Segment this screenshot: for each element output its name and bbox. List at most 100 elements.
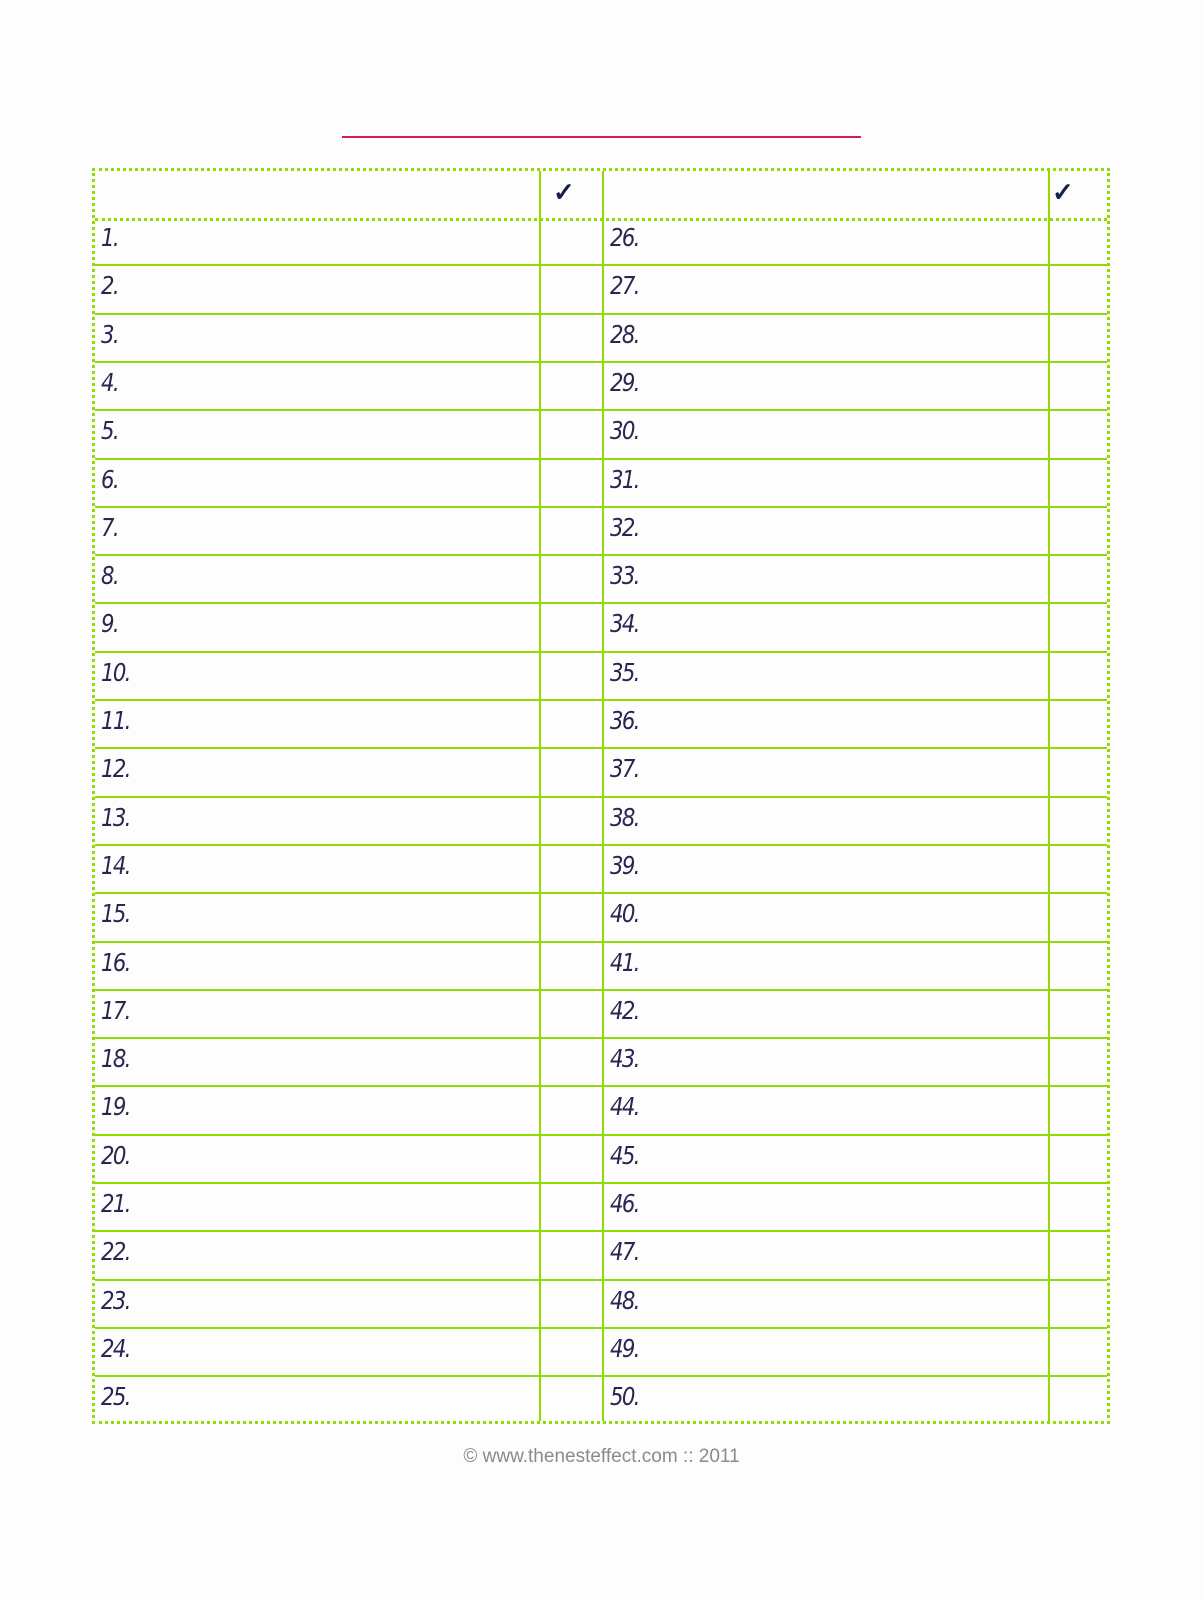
check-cell[interactable] — [541, 314, 602, 362]
item-cell[interactable]: 13. — [95, 797, 539, 845]
item-cell[interactable]: 30. — [604, 410, 1048, 458]
item-cell[interactable]: 12. — [95, 748, 539, 796]
check-cell[interactable] — [1050, 1183, 1107, 1231]
item-cell[interactable]: 16. — [95, 942, 539, 990]
item-cell[interactable]: 37. — [604, 748, 1048, 796]
check-cell[interactable] — [1050, 797, 1107, 845]
check-cell[interactable] — [1050, 893, 1107, 941]
item-cell[interactable]: 31. — [604, 459, 1048, 507]
item-cell[interactable]: 18. — [95, 1038, 539, 1086]
item-cell[interactable]: 41. — [604, 942, 1048, 990]
item-cell[interactable]: 21. — [95, 1183, 539, 1231]
item-cell[interactable]: 3. — [95, 314, 539, 362]
item-cell[interactable]: 47. — [604, 1231, 1048, 1279]
check-cell[interactable] — [541, 1038, 602, 1086]
check-cell[interactable] — [1050, 217, 1107, 265]
check-cell[interactable] — [1050, 362, 1107, 410]
check-cell[interactable] — [1050, 845, 1107, 893]
item-cell[interactable]: 38. — [604, 797, 1048, 845]
check-cell[interactable] — [1050, 1135, 1107, 1183]
check-cell[interactable] — [541, 748, 602, 796]
check-cell[interactable] — [1050, 1328, 1107, 1376]
check-cell[interactable] — [541, 1086, 602, 1134]
item-cell[interactable]: 22. — [95, 1231, 539, 1279]
item-cell[interactable]: 10. — [95, 652, 539, 700]
item-cell[interactable]: 2. — [95, 265, 539, 313]
item-cell[interactable]: 17. — [95, 990, 539, 1038]
check-cell[interactable] — [1050, 265, 1107, 313]
check-cell[interactable] — [1050, 459, 1107, 507]
item-cell[interactable]: 19. — [95, 1086, 539, 1134]
item-cell[interactable]: 26. — [604, 217, 1048, 265]
item-cell[interactable]: 45. — [604, 1135, 1048, 1183]
check-cell[interactable] — [1050, 748, 1107, 796]
item-cell[interactable]: 28. — [604, 314, 1048, 362]
check-cell[interactable] — [541, 410, 602, 458]
check-cell[interactable] — [1050, 942, 1107, 990]
item-cell[interactable]: 46. — [604, 1183, 1048, 1231]
check-cell[interactable] — [541, 797, 602, 845]
check-cell[interactable] — [541, 1328, 602, 1376]
check-cell[interactable] — [541, 652, 602, 700]
item-cell[interactable]: 50. — [604, 1376, 1048, 1424]
check-cell[interactable] — [541, 1231, 602, 1279]
check-cell[interactable] — [1050, 700, 1107, 748]
check-cell[interactable] — [1050, 1376, 1107, 1424]
item-cell[interactable]: 36. — [604, 700, 1048, 748]
item-cell[interactable]: 25. — [95, 1376, 539, 1424]
item-cell[interactable]: 11. — [95, 700, 539, 748]
item-cell[interactable]: 35. — [604, 652, 1048, 700]
item-cell[interactable]: 1. — [95, 217, 539, 265]
check-cell[interactable] — [541, 603, 602, 651]
check-cell[interactable] — [541, 459, 602, 507]
item-cell[interactable]: 44. — [604, 1086, 1048, 1134]
item-cell[interactable]: 34. — [604, 603, 1048, 651]
item-cell[interactable]: 49. — [604, 1328, 1048, 1376]
check-cell[interactable] — [541, 217, 602, 265]
check-cell[interactable] — [541, 942, 602, 990]
item-cell[interactable]: 8. — [95, 555, 539, 603]
check-cell[interactable] — [541, 1376, 602, 1424]
check-cell[interactable] — [1050, 1231, 1107, 1279]
item-cell[interactable]: 33. — [604, 555, 1048, 603]
check-cell[interactable] — [541, 845, 602, 893]
check-cell[interactable] — [1050, 1280, 1107, 1328]
item-cell[interactable]: 42. — [604, 990, 1048, 1038]
check-cell[interactable] — [541, 1135, 602, 1183]
item-cell[interactable]: 5. — [95, 410, 539, 458]
item-cell[interactable]: 23. — [95, 1280, 539, 1328]
check-cell[interactable] — [541, 1280, 602, 1328]
item-cell[interactable]: 24. — [95, 1328, 539, 1376]
check-cell[interactable] — [1050, 314, 1107, 362]
check-cell[interactable] — [1050, 410, 1107, 458]
item-cell[interactable]: 6. — [95, 459, 539, 507]
item-cell[interactable]: 43. — [604, 1038, 1048, 1086]
check-cell[interactable] — [541, 265, 602, 313]
item-cell[interactable]: 15. — [95, 893, 539, 941]
check-cell[interactable] — [541, 555, 602, 603]
item-cell[interactable]: 48. — [604, 1280, 1048, 1328]
check-cell[interactable] — [1050, 990, 1107, 1038]
check-cell[interactable] — [1050, 1038, 1107, 1086]
check-cell[interactable] — [1050, 652, 1107, 700]
item-cell[interactable]: 29. — [604, 362, 1048, 410]
item-cell[interactable]: 32. — [604, 507, 1048, 555]
check-cell[interactable] — [1050, 555, 1107, 603]
check-cell[interactable] — [541, 362, 602, 410]
item-cell[interactable]: 20. — [95, 1135, 539, 1183]
check-cell[interactable] — [1050, 507, 1107, 555]
item-cell[interactable]: 4. — [95, 362, 539, 410]
item-cell[interactable]: 40. — [604, 893, 1048, 941]
item-cell[interactable]: 9. — [95, 603, 539, 651]
check-cell[interactable] — [541, 507, 602, 555]
check-cell[interactable] — [541, 893, 602, 941]
check-cell[interactable] — [541, 700, 602, 748]
check-cell[interactable] — [1050, 1086, 1107, 1134]
item-cell[interactable]: 39. — [604, 845, 1048, 893]
check-cell[interactable] — [1050, 603, 1107, 651]
check-cell[interactable] — [541, 1183, 602, 1231]
item-cell[interactable]: 27. — [604, 265, 1048, 313]
item-cell[interactable]: 7. — [95, 507, 539, 555]
item-cell[interactable]: 14. — [95, 845, 539, 893]
check-cell[interactable] — [541, 990, 602, 1038]
